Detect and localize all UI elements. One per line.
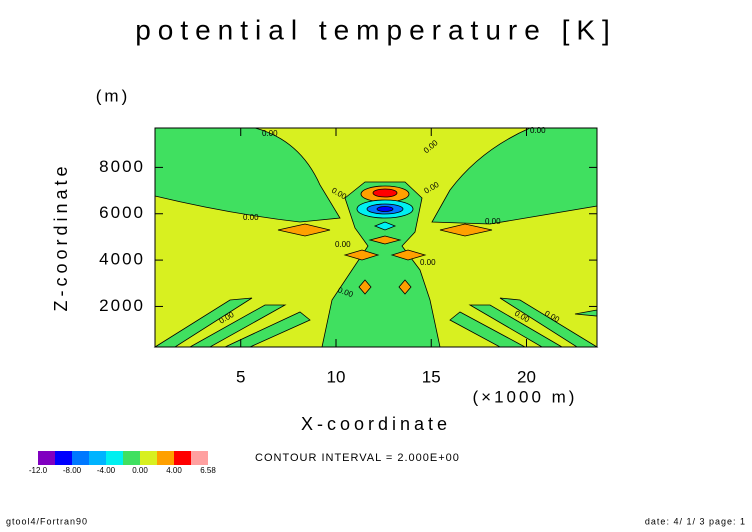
contour-region <box>373 221 397 231</box>
x-tick-label: 20 <box>517 367 536 386</box>
contour-label: 0.00 <box>530 126 546 135</box>
colorbar-box <box>55 451 72 465</box>
contour-label: 0.00 <box>243 213 259 222</box>
contour-region <box>431 127 598 225</box>
x-tick-label: 10 <box>327 367 346 386</box>
x-tick-label: 5 <box>236 367 245 386</box>
contour-label: 0.00 <box>420 258 436 267</box>
colorbar-box <box>123 451 140 465</box>
x-axis-label: X-coordinate <box>301 414 451 434</box>
y-axis-label: Z-coordinate <box>51 162 71 311</box>
plot-area <box>153 127 599 348</box>
contour-region <box>449 297 599 348</box>
contour-region <box>372 188 398 198</box>
colorbar-box <box>191 451 208 465</box>
y-unit: (m) <box>96 86 130 105</box>
contour-label: 0.00 <box>262 129 278 138</box>
contour-interval: CONTOUR INTERVAL = 2.000E+00 <box>255 452 460 464</box>
contour-region <box>277 223 331 237</box>
y-tick-label: 8000 <box>99 157 145 176</box>
footer-left: gtool4/Fortran90 <box>6 516 88 526</box>
x-unit: (×1000 m) <box>473 387 578 406</box>
plot-frame <box>154 127 598 348</box>
contour-region <box>439 223 493 237</box>
y-tick-label: 2000 <box>99 296 145 315</box>
colorbar-box <box>157 451 174 465</box>
colorbar-label: -8.00 <box>63 466 82 475</box>
contour-label: 0.00 <box>335 240 351 249</box>
colorbar-label: -4.00 <box>97 466 116 475</box>
chart-title: potential temperature [K] <box>135 14 617 45</box>
colorbar-box <box>140 451 157 465</box>
colorbar-box <box>38 451 55 465</box>
contour-region <box>343 235 427 261</box>
contour-region <box>154 127 341 223</box>
colorbar-box <box>89 451 106 465</box>
contour-region <box>376 206 394 212</box>
footer-right: date: 4/ 1/ 3 page: 1 <box>645 516 746 526</box>
colorbar-label: 6.58 <box>200 466 216 475</box>
colorbar-label: -12.0 <box>29 466 48 475</box>
colorbar-label: 0.00 <box>132 466 148 475</box>
colorbar-box <box>174 451 191 465</box>
contour-region <box>358 279 412 295</box>
contour-label: 0.00 <box>485 217 501 226</box>
colorbar-box <box>72 451 89 465</box>
y-tick-label: 6000 <box>99 203 145 222</box>
y-tick-label: 4000 <box>99 250 145 269</box>
colorbar-box <box>106 451 123 465</box>
colorbar-label: 4.00 <box>166 466 182 475</box>
x-tick-label: 15 <box>422 367 441 386</box>
